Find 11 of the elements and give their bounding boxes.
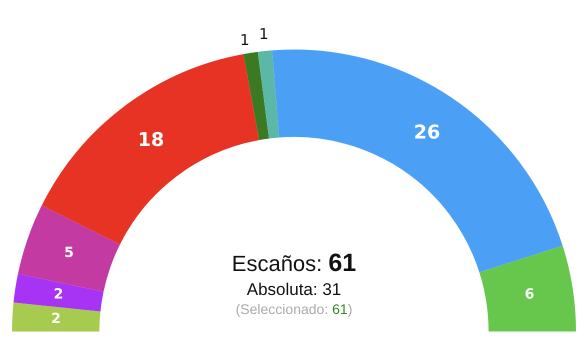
data-label: 1 — [258, 24, 269, 43]
data-label: 5 — [64, 244, 74, 261]
text: Escaños: 61 — [232, 249, 356, 277]
data-label: 2 — [51, 310, 61, 327]
data-label: 18 — [138, 128, 164, 151]
text: (Seleccionado: 61) — [236, 300, 352, 316]
data-label: 2 — [54, 286, 64, 302]
data-label: 26 — [414, 122, 440, 144]
data-label: 6 — [524, 286, 534, 302]
text: Absoluta: 31 — [246, 280, 342, 300]
data-label: 1 — [240, 30, 250, 49]
